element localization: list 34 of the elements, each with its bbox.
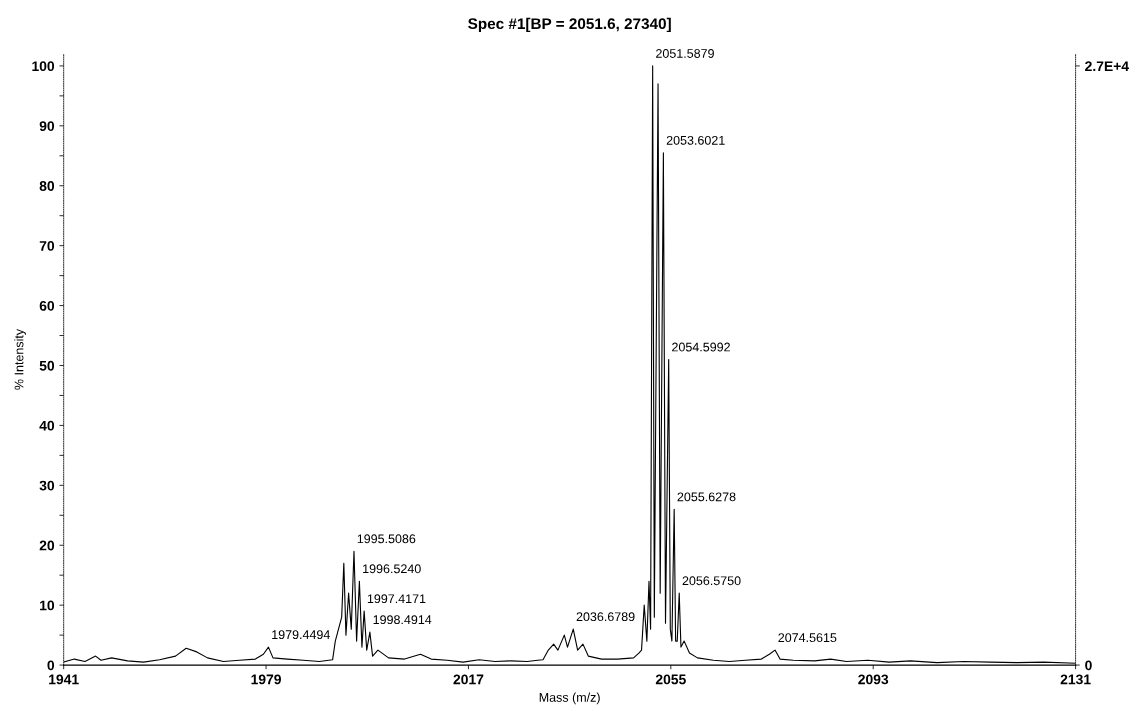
annotation: 2055.6278 — [677, 492, 736, 502]
annotation: 1995.5086 — [357, 534, 416, 544]
annotation: 1979.4494 — [272, 630, 330, 640]
y-tick-label: 80 — [39, 181, 55, 191]
x-axis-title: Mass (m/z) — [539, 692, 600, 705]
y-tick-label: 90 — [39, 121, 55, 131]
x-tick-label: 1941 — [49, 674, 79, 685]
y-tick-label: 100 — [32, 61, 55, 72]
annotation: 1996.5240 — [363, 564, 421, 574]
y-tick-label: 50 — [39, 360, 55, 371]
annotation: 2053.6021 — [666, 135, 725, 145]
y-tick-label: 20 — [39, 540, 55, 551]
annotation: 2074.5615 — [778, 633, 837, 643]
chart-title: Spec #1[BP = 2051.6, 27340] — [468, 17, 671, 33]
x-tick-label: 2131 — [1060, 674, 1091, 685]
annotation: 2051.5879 — [656, 49, 714, 58]
y-tick-label: 10 — [40, 600, 55, 611]
x-tick-label: 2017 — [453, 674, 484, 685]
annotation: 2054.5992 — [672, 342, 730, 352]
y-tick-label: 70 — [39, 240, 55, 251]
annotation: 2056.5750 — [682, 576, 741, 586]
x-tick-label: 2055 — [655, 674, 686, 685]
y2-tick-label: 2.7E+4 — [1085, 61, 1129, 71]
y-tick-label: 30 — [39, 480, 55, 491]
annotation: 1997.4171 — [367, 594, 426, 604]
y-tick-label: 0 — [47, 660, 55, 671]
x-tick-label: 2093 — [858, 674, 889, 685]
x-tick-label: 1979 — [251, 674, 281, 685]
y2-tick-label: 0 — [1085, 660, 1092, 671]
annotation: 2036.6789 — [576, 612, 635, 622]
annotation: 1998.4914 — [373, 615, 432, 625]
y-axis-title: % Intensity — [14, 328, 26, 390]
y-tick-label: 40 — [39, 420, 55, 431]
y-tick-label: 60 — [39, 300, 55, 311]
